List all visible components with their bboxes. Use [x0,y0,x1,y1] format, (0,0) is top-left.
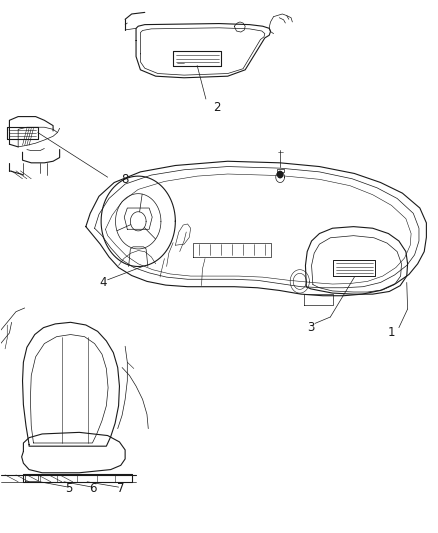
Text: 5: 5 [65,482,72,495]
Text: 8: 8 [121,173,129,187]
Text: 3: 3 [307,321,314,334]
Text: 2: 2 [213,101,221,114]
Text: 4: 4 [99,276,107,289]
Text: 7: 7 [117,482,124,495]
Circle shape [278,171,283,177]
Text: 1: 1 [388,326,395,340]
Text: 6: 6 [88,482,96,495]
